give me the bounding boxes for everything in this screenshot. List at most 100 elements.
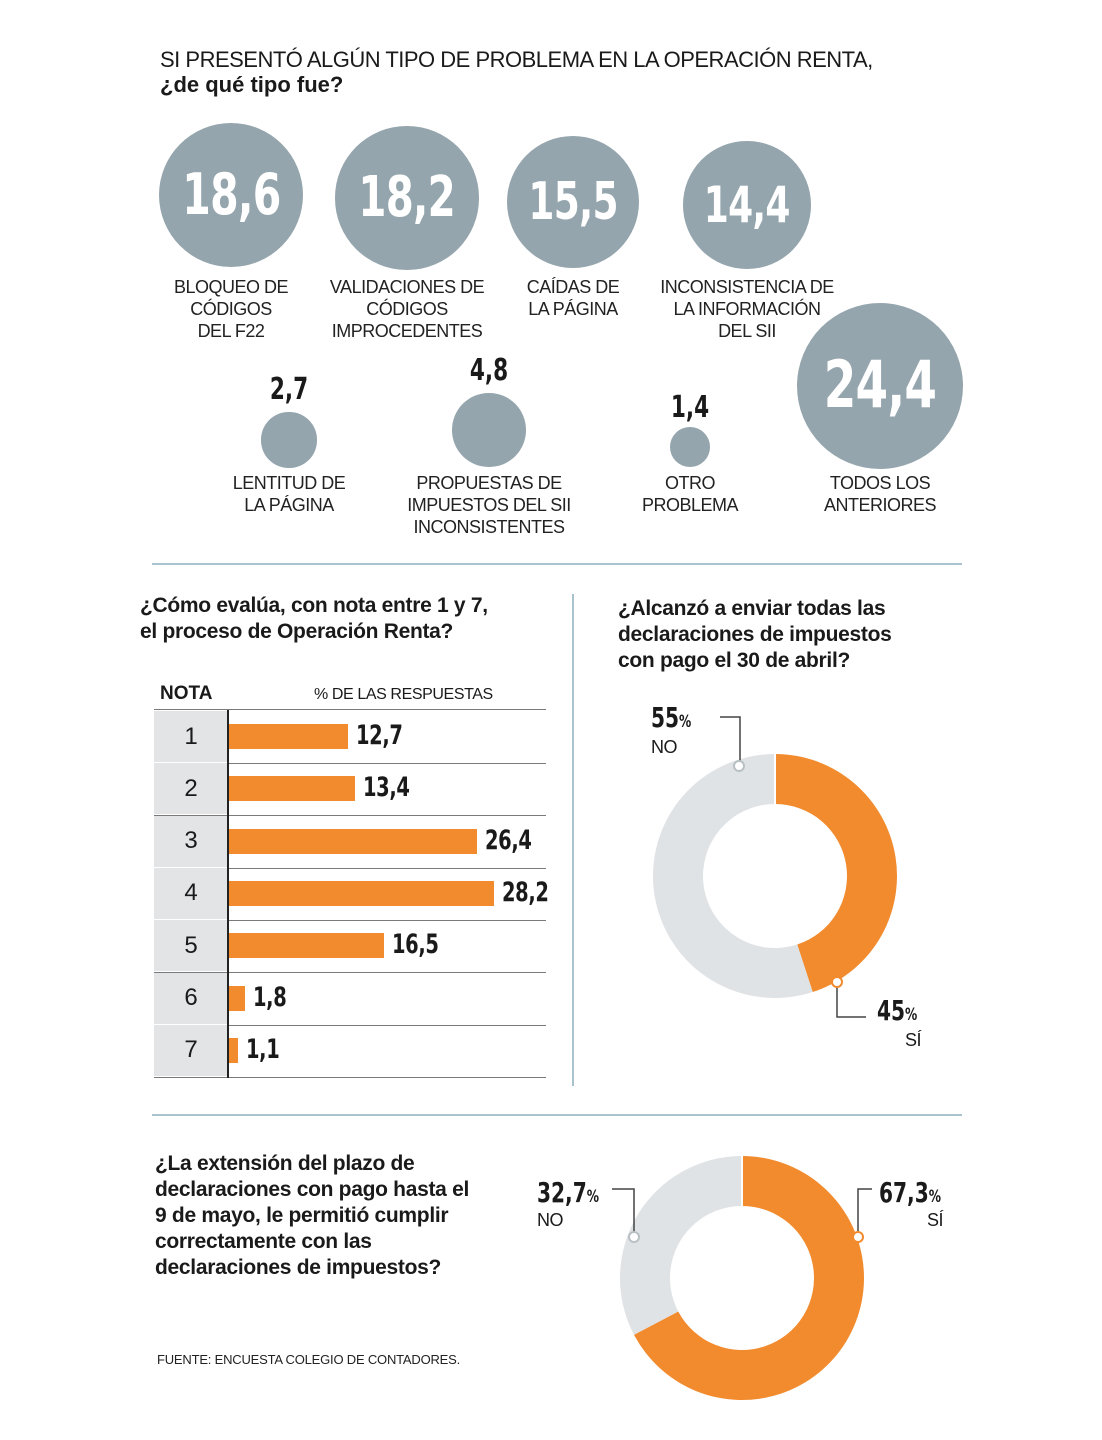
bar-note-label: 1 bbox=[154, 711, 228, 762]
bubble-label: TODOS LOS ANTERIORES bbox=[823, 473, 937, 515]
bar-value-label: 26,4 bbox=[485, 824, 532, 856]
bar-value-label: 1,1 bbox=[246, 1033, 280, 1065]
donut-slice-si bbox=[634, 1156, 864, 1400]
bar-note-label: 4 bbox=[154, 867, 228, 919]
bar-row: 4 28,2 bbox=[154, 867, 550, 921]
bar bbox=[228, 1037, 239, 1063]
bar-row: 1 12,7 bbox=[154, 711, 546, 764]
bubble: 15,5 bbox=[506, 135, 640, 269]
bar-note-label: 5 bbox=[154, 920, 228, 972]
bubble: 18,6 bbox=[158, 122, 304, 268]
callout-dot bbox=[628, 1231, 640, 1243]
bar-row: 2 13,4 bbox=[154, 763, 546, 817]
may-donut-chart bbox=[612, 1156, 872, 1400]
bar-row: 5 16,5 bbox=[154, 920, 546, 974]
bar bbox=[228, 828, 478, 854]
donut-slice-no bbox=[620, 1156, 742, 1335]
bar-value-label: 16,5 bbox=[391, 929, 439, 961]
callout-line bbox=[720, 716, 741, 768]
bar-row: 7 1,1 bbox=[154, 1024, 546, 1078]
callout-dot bbox=[831, 976, 843, 988]
bubble bbox=[670, 427, 710, 467]
bubble-value: 24,4 bbox=[823, 348, 937, 424]
callout-dot bbox=[733, 760, 745, 772]
grades-axis bbox=[227, 710, 229, 1078]
april-si-callout: 45% bbox=[877, 994, 933, 1027]
april-question-line2: declaraciones de impuestos bbox=[618, 623, 892, 646]
bar-value-label: 28,2 bbox=[502, 876, 550, 908]
april-question: ¿Alcanzó a enviar todas las declaracione… bbox=[618, 596, 948, 674]
bubble bbox=[261, 412, 317, 468]
bubble-value: 15,5 bbox=[528, 171, 618, 232]
donut-slice-no bbox=[652, 754, 813, 998]
bubble-label: PROPUESTAS DE IMPUESTOS DEL SII INCONSISTE… bbox=[407, 473, 571, 537]
grades-question-line2: el proceso de Operación Renta? bbox=[140, 620, 454, 643]
bubble: 14,4 bbox=[683, 141, 811, 269]
may-si-value: 67,3% bbox=[879, 1176, 942, 1209]
bar bbox=[228, 985, 245, 1011]
april-question-line1: ¿Alcanzó a enviar todas las bbox=[618, 597, 886, 620]
may-no-value: 32,7% bbox=[537, 1176, 600, 1209]
may-question-line3: 9 de mayo, le permitió cumplir bbox=[155, 1204, 449, 1227]
bubble-value: 18,6 bbox=[181, 161, 281, 228]
april-no-label: NO bbox=[651, 737, 678, 757]
grades-top-rule bbox=[154, 709, 546, 710]
callout-line bbox=[612, 1188, 635, 1237]
grades-col-note: NOTA bbox=[160, 683, 213, 704]
april-no-callout: 55% bbox=[651, 701, 707, 734]
bar-note-label: 2 bbox=[154, 763, 228, 815]
grades-question: ¿Cómo evalúa, con nota entre 1 y 7, el p… bbox=[140, 593, 560, 645]
bar bbox=[228, 933, 384, 959]
bar-value-label: 12,7 bbox=[356, 720, 403, 751]
bubble-label: BLOQUEO DE CÓDIGOS DEL F22 bbox=[173, 277, 289, 341]
april-question-line3: con pago el 30 de abril? bbox=[618, 649, 851, 672]
may-question-line5: declaraciones de impuestos? bbox=[155, 1256, 442, 1279]
bubble: 18,2 bbox=[335, 126, 479, 270]
bar bbox=[228, 776, 355, 802]
may-si-callout: 67,3% bbox=[879, 1176, 965, 1209]
grades-question-line1: ¿Cómo evalúa, con nota entre 1 y 7, bbox=[140, 594, 488, 617]
bar-note-label: 3 bbox=[154, 815, 228, 867]
may-question-line4: correctamente con las bbox=[155, 1230, 372, 1253]
callout-dot bbox=[852, 1231, 864, 1243]
may-si-label: SÍ bbox=[927, 1210, 944, 1230]
callout-line bbox=[836, 983, 866, 1018]
may-no-label: NO bbox=[537, 1210, 564, 1230]
bar-row: 3 26,4 bbox=[154, 815, 546, 869]
source-note: FUENTE: ENCUESTA COLEGIO DE CONTADORES. bbox=[157, 1352, 461, 1367]
bubble-label: LENTITUD DE LA PÁGINA bbox=[232, 473, 346, 515]
bubble-label: OTRO PROBLEMA bbox=[641, 473, 739, 515]
bar-value-label: 1,8 bbox=[253, 981, 287, 1013]
april-no-value: 55% bbox=[651, 701, 692, 734]
may-question-line2: declaraciones con pago hasta el bbox=[155, 1178, 469, 1201]
bar-note-label: 7 bbox=[154, 1024, 228, 1076]
bar bbox=[228, 880, 495, 906]
bubble-value: 2,7 bbox=[269, 372, 309, 407]
bubble-label: CAÍDAS DE LA PÁGINA bbox=[526, 277, 620, 319]
bubble-value: 1,4 bbox=[670, 390, 710, 425]
grades-col-pct: % DE LAS RESPUESTAS bbox=[314, 686, 493, 703]
bubble-value: 4,8 bbox=[469, 353, 509, 388]
bubble: 24,4 bbox=[797, 303, 963, 469]
bubble-label: VALIDACIONES DE CÓDIGOS IMPROCEDENTES bbox=[329, 277, 485, 341]
april-donut-chart bbox=[652, 716, 897, 1018]
may-question-line1: ¿La extensión del plazo de bbox=[155, 1152, 415, 1175]
april-si-value: 45% bbox=[877, 994, 918, 1027]
april-si-label: SÍ bbox=[905, 1030, 922, 1050]
bar bbox=[228, 724, 348, 749]
may-no-callout: 32,7% bbox=[537, 1176, 623, 1209]
problems-title-line2: ¿de qué tipo fue? bbox=[160, 72, 344, 97]
bubble bbox=[452, 393, 526, 467]
bar-value-label: 13,4 bbox=[362, 772, 410, 804]
problems-title: SI PRESENTÓ ALGÚN TIPO DE PROBLEMA EN LA… bbox=[160, 47, 960, 97]
callout-line bbox=[857, 1188, 872, 1237]
donut-slice-si bbox=[775, 754, 897, 993]
bubble-value: 18,2 bbox=[358, 165, 456, 231]
may-question: ¿La extensión del plazo de declaraciones… bbox=[155, 1151, 515, 1281]
bar-row: 6 1,8 bbox=[154, 972, 546, 1026]
divider-vertical bbox=[572, 594, 574, 1086]
bubble-label: INCONSISTENCIA DE LA INFORMACIÓN DEL SII bbox=[660, 277, 834, 341]
bubble-value: 14,4 bbox=[704, 175, 791, 234]
divider-bottom bbox=[152, 1114, 962, 1116]
divider-top bbox=[152, 563, 962, 565]
